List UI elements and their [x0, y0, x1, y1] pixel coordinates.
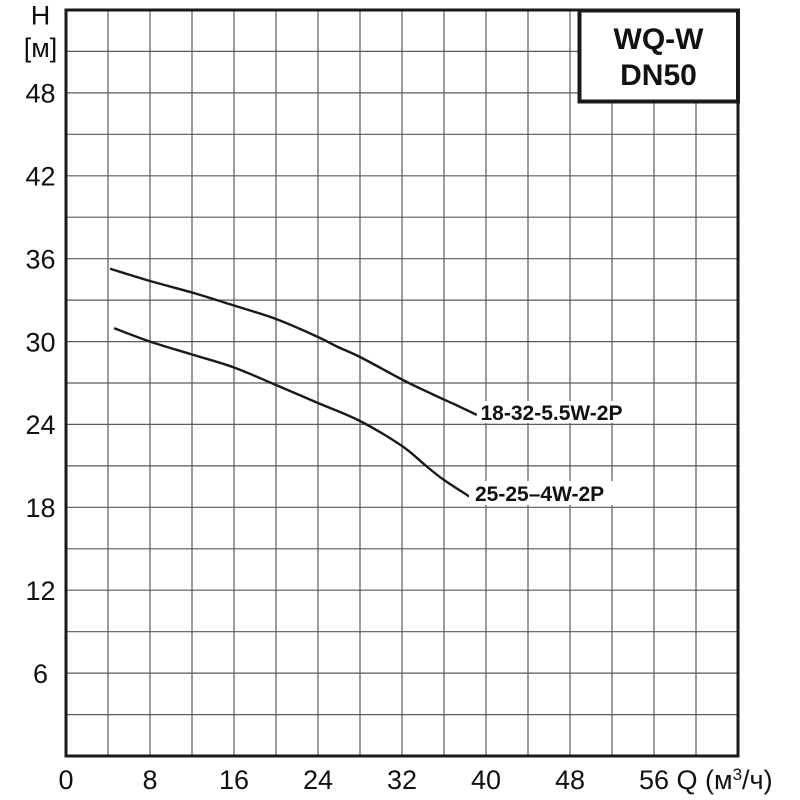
svg-text:0: 0	[58, 765, 73, 795]
svg-text:32: 32	[387, 765, 417, 795]
svg-text:6: 6	[33, 659, 48, 689]
svg-text:18-32-5.5W-2P: 18-32-5.5W-2P	[481, 402, 623, 425]
svg-text:8: 8	[142, 765, 157, 795]
svg-text:18: 18	[25, 493, 55, 523]
svg-text:48: 48	[555, 765, 585, 795]
svg-text:56: 56	[639, 765, 669, 795]
svg-text:12: 12	[25, 576, 55, 606]
svg-text:30: 30	[25, 328, 55, 358]
svg-text:16: 16	[219, 765, 249, 795]
svg-text:42: 42	[25, 162, 55, 192]
svg-text:48: 48	[25, 79, 55, 109]
svg-text:DN50: DN50	[620, 59, 697, 92]
svg-text:24: 24	[25, 410, 55, 440]
svg-text:[м]: [м]	[24, 33, 58, 63]
svg-text:25-25–4W-2P: 25-25–4W-2P	[475, 483, 604, 506]
svg-text:WQ-W: WQ-W	[614, 23, 705, 56]
svg-text:H: H	[31, 1, 51, 31]
svg-text:Q (м3/ч): Q (м3/ч)	[677, 765, 773, 795]
svg-text:36: 36	[25, 245, 55, 275]
svg-text:40: 40	[471, 765, 501, 795]
svg-text:24: 24	[303, 765, 333, 795]
